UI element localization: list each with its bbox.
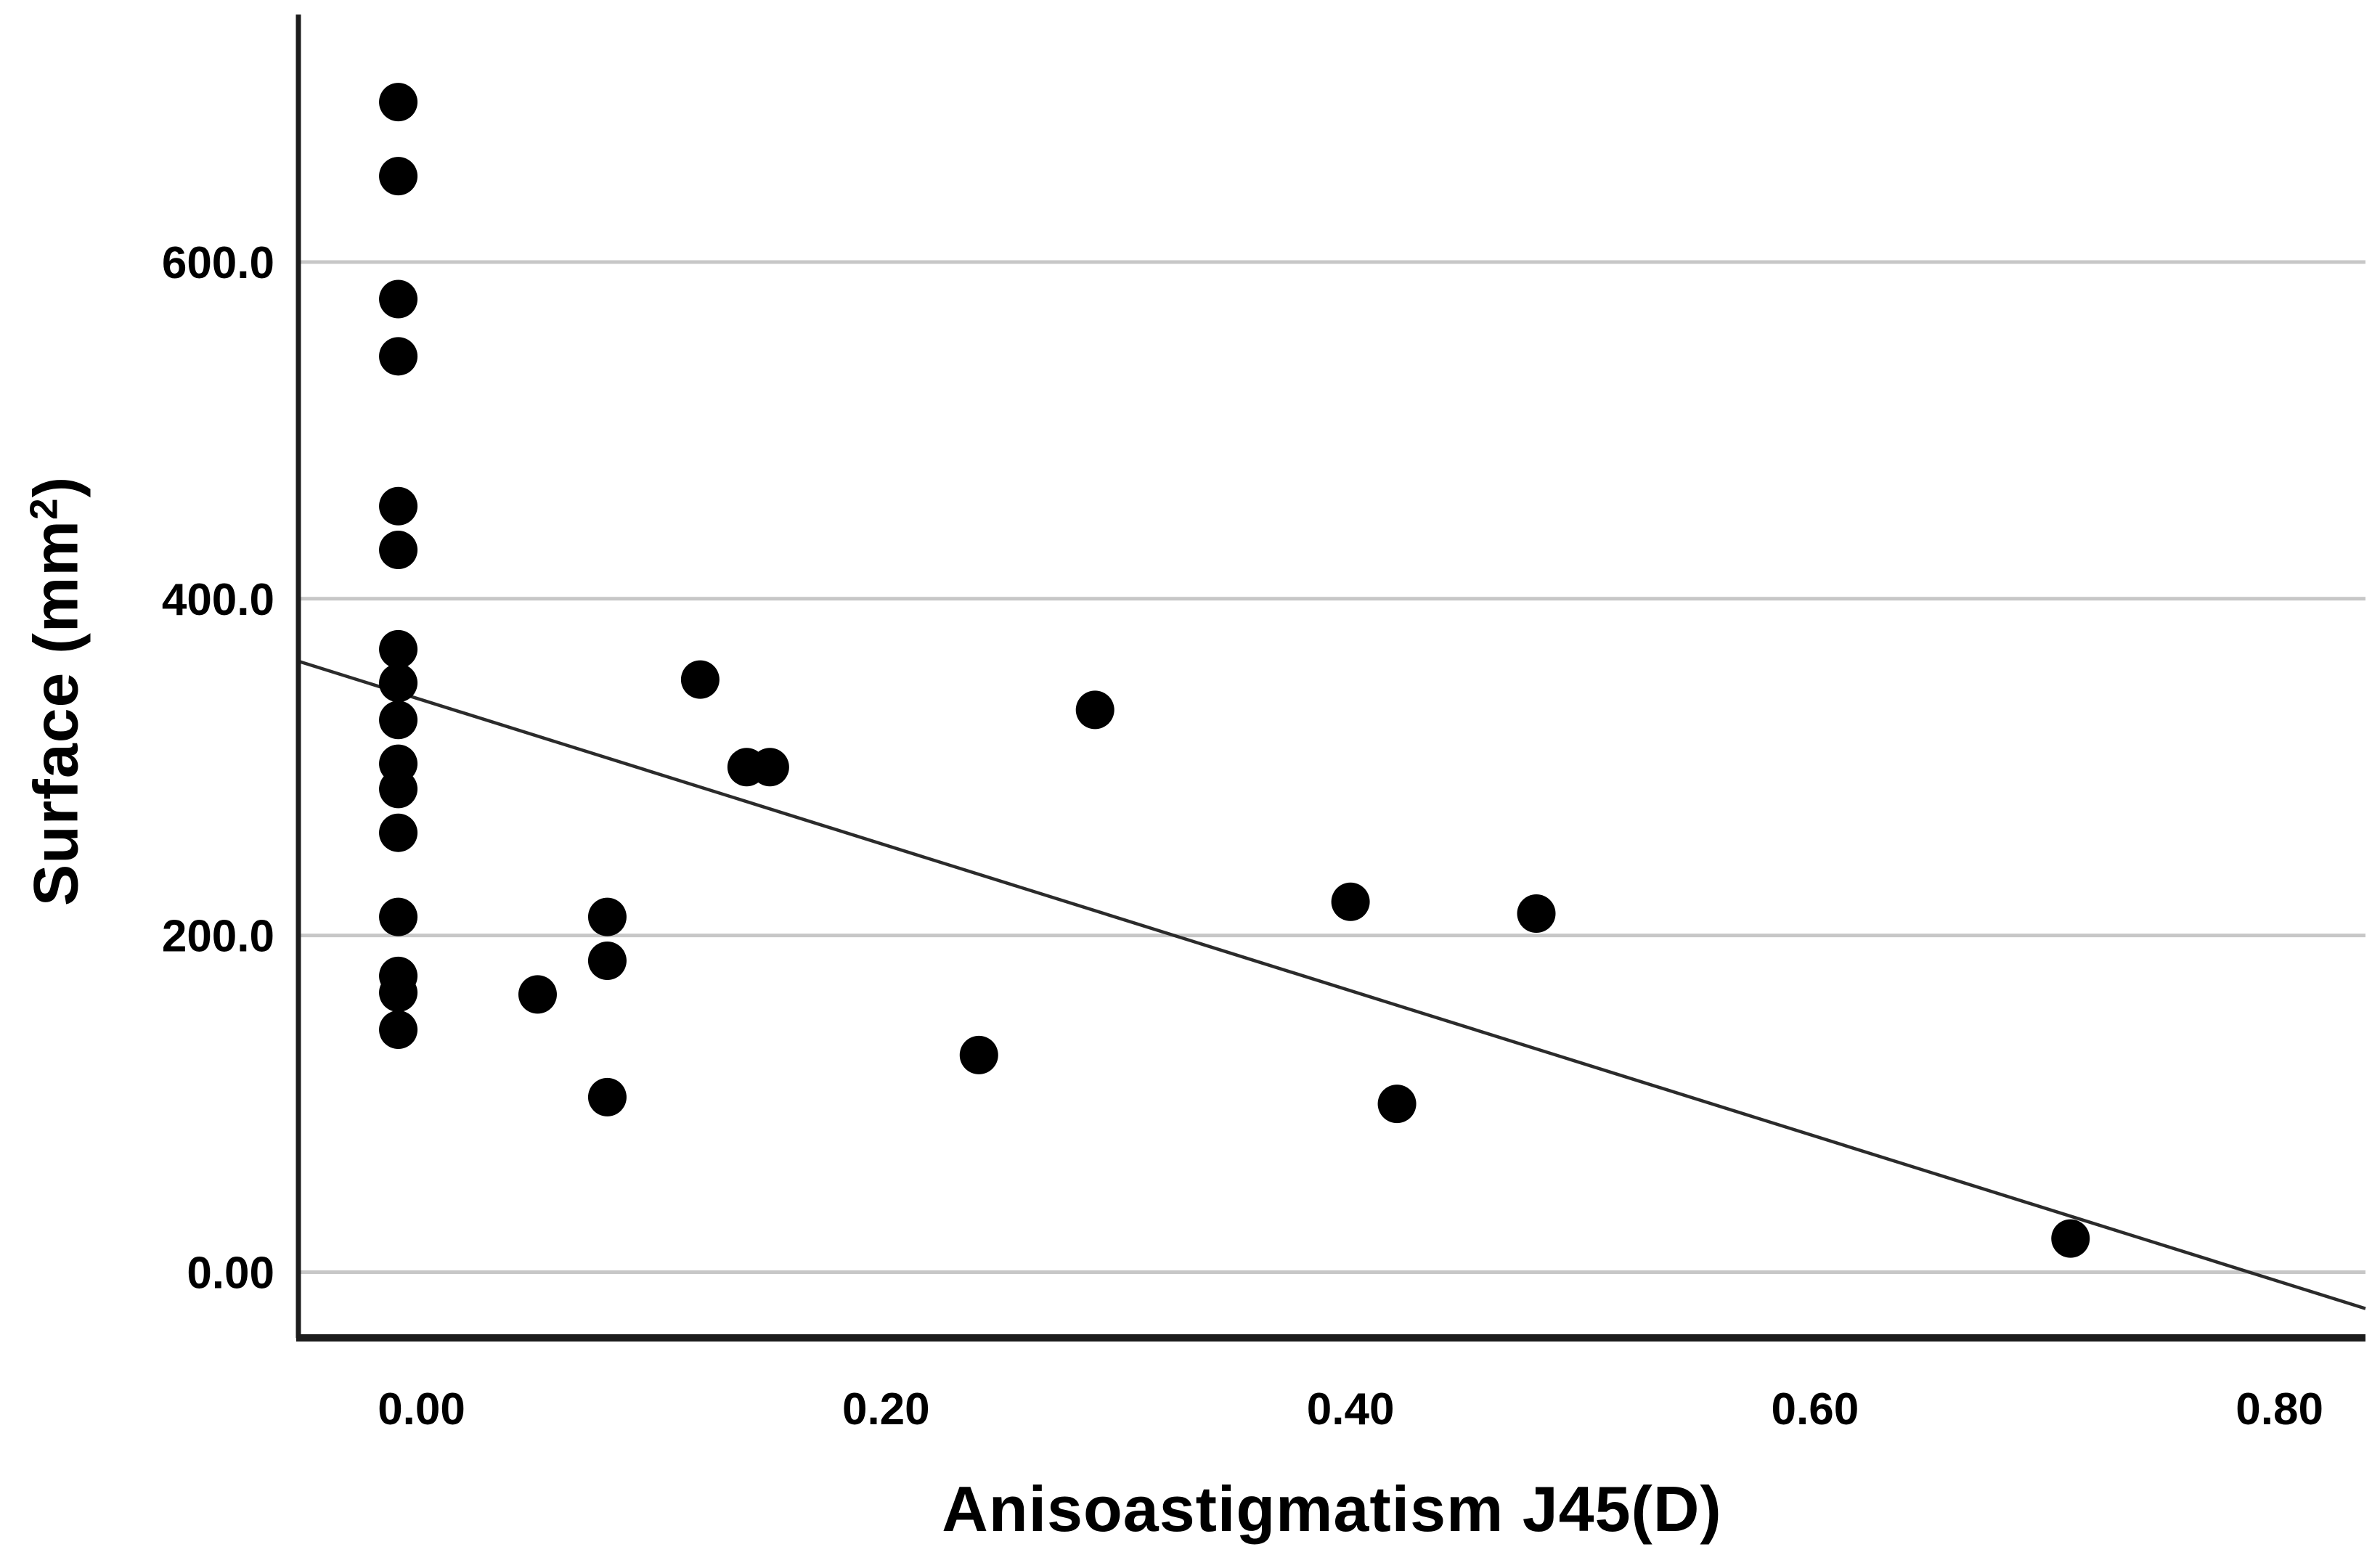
- data-point: [1075, 690, 1114, 730]
- y-axis-title-superscript: 2: [23, 497, 66, 520]
- data-point: [518, 975, 557, 1014]
- data-point: [379, 486, 418, 526]
- fit-line: [298, 659, 2366, 1310]
- data-point: [587, 1077, 627, 1116]
- data-point: [1517, 894, 1556, 934]
- y-tick-label: 200.0: [162, 912, 274, 962]
- x-tick-label: 0.60: [1772, 1384, 1859, 1434]
- x-tick-label: 0.80: [2236, 1384, 2323, 1434]
- data-point: [1377, 1085, 1417, 1124]
- data-point: [379, 1010, 418, 1050]
- data-point: [379, 337, 418, 376]
- y-axis-title-paren: ): [21, 475, 91, 498]
- data-point: [379, 897, 418, 936]
- data-point: [379, 157, 418, 196]
- data-point: [587, 897, 627, 936]
- y-tick-label: 600.0: [162, 238, 274, 288]
- y-axis-title-base: Surface (mm: [21, 520, 91, 907]
- x-tick-label: 0.00: [378, 1384, 465, 1434]
- data-point: [379, 701, 418, 740]
- data-point: [379, 813, 418, 852]
- data-point: [680, 660, 720, 699]
- y-tick-label: 400.0: [162, 575, 274, 625]
- x-axis-title: Anisoastigmatism J45(D): [942, 1473, 1722, 1545]
- data-point: [1331, 882, 1370, 921]
- data-point: [379, 973, 418, 1013]
- y-tick-label: 0.00: [187, 1249, 274, 1299]
- data-point: [379, 279, 418, 319]
- data-point: [379, 663, 418, 703]
- data-point: [379, 629, 418, 669]
- data-point: [587, 941, 627, 980]
- x-tick-label: 0.40: [1307, 1384, 1395, 1434]
- data-point: [379, 769, 418, 809]
- y-axis-title: Surface (mm2): [21, 476, 93, 906]
- data-point: [2051, 1219, 2090, 1258]
- data-point: [379, 83, 418, 122]
- data-point: [959, 1035, 998, 1074]
- data-point: [750, 748, 789, 787]
- x-tick-label: 0.20: [842, 1384, 930, 1434]
- data-point: [379, 531, 418, 570]
